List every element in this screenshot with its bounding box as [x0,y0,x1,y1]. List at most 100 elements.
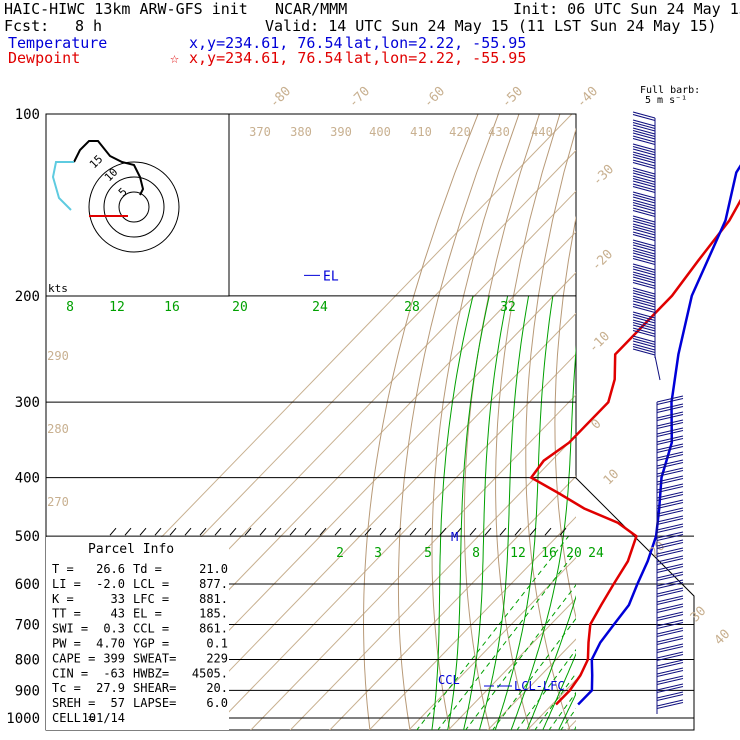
parcel-value: 185. [199,607,228,621]
wind-barb-flag [632,226,656,233]
hatch-mark [259,527,267,536]
parcel-value: 21.0 [199,562,228,576]
wind-barb-flag [632,135,656,143]
isotherm-line [368,516,576,730]
wind-barb-flag [632,119,656,127]
hodograph-trace-cyan [51,161,74,211]
hatch-mark [304,527,312,536]
mixing-ratio-label: 12 [109,300,125,315]
wind-barb-flag [656,582,684,589]
isotherm-line [329,475,576,730]
wind-barb-flag [656,659,684,667]
dry-adiabat-line [554,215,576,620]
wind-barb-flag [632,282,656,289]
wind-barb-flag [656,430,684,437]
hatch-mark [469,527,477,536]
parcel-label: EL = [133,607,162,621]
pressure-tick-label: 800 [15,652,40,668]
wind-barb-flag [656,571,684,579]
hatch-mark [454,527,462,536]
mixing-ratio-label: 20 [566,546,582,561]
hatch-mark [319,527,327,536]
parcel-value: 4505. [192,666,228,680]
hatch-mark [334,527,342,536]
hatch-mark [544,527,552,536]
parcel-info-title: Parcel Info [88,542,174,557]
parcel-label: PW = [52,637,81,651]
hatch-mark [124,527,132,536]
wind-barb-flag [632,290,656,297]
wind-barb-flag [632,327,656,335]
wind-barb-flag [656,534,684,541]
parcel-value: -63 [103,666,125,680]
parcel-value: 229 [206,651,228,665]
wind-barbs [632,111,684,714]
isotherm-line [250,394,576,730]
parcel-label: TT = [52,607,81,621]
mixing-ratio-label: 8 [66,300,74,315]
wind-barb-flag [656,574,684,581]
pressure-tick-label: 900 [15,683,40,699]
hodograph-ring [103,176,165,238]
wind-barb-flag [656,531,684,539]
theta-label: 430 [488,125,510,139]
wind-barb-flag [656,667,684,675]
wind-barb-flag [632,183,656,191]
wind-barb-flag [632,186,656,193]
m-marker-label: M [451,530,458,544]
hatch-mark [439,527,447,536]
barb-key-line2: 5 m s⁻¹ [645,95,688,106]
wind-barb-flag [656,542,684,549]
wind-barb-flag [632,258,656,265]
dry-adiabat-line [463,114,540,730]
hatch-mark [139,527,147,536]
hatch-mark [214,527,222,536]
parcel-value: 101/14 [82,711,125,725]
wind-barb-flag [632,127,656,135]
wind-barb-flag [632,159,656,167]
hodograph-trace [73,140,145,196]
mixing-ratio-label: 32 [500,300,516,315]
wind-barb-flag [656,398,684,405]
wind-barb-flag [632,348,656,356]
wind-barb-flag [632,218,656,225]
mixing-ratio-line [437,550,576,730]
wind-barb-flag [656,406,684,413]
wind-barb-flag [632,300,656,308]
hodograph-ring [88,161,180,253]
wind-barb-flag [632,154,656,161]
ccl-label: CCL [438,673,460,687]
pressure-tick-label: 400 [15,471,40,487]
temperature-latlon: 2.22, -55.95 [418,34,527,52]
wind-barb-flag [632,228,656,236]
parcel-label: SREH = [52,696,95,710]
isotherm-line [487,638,576,730]
wind-barb-flag [632,295,656,303]
isotherm-label: -60 [421,84,448,111]
wind-barb-flag [632,202,656,209]
wind-barb-flag [656,475,684,483]
wind-barb-flag [656,451,684,459]
wind-barb-flag [656,502,684,509]
wind-barb-flag [656,539,684,547]
parcel-value: 57 [111,696,125,710]
hodograph-frame [45,113,230,297]
wind-barb-flag [632,292,656,300]
parcel-label: Tc = [52,681,81,695]
isotherm-label: -40 [574,84,601,111]
parcel-label: YGP = [133,637,169,651]
wind-barb-flag [656,483,684,491]
wind-barb-flag [632,215,656,223]
isotherm-label: -50 [499,84,526,111]
wind-barb-flag [632,335,656,343]
wind-barb-flag [632,130,656,137]
moist-adiabat-line [590,296,740,731]
wind-barb-flag [632,271,656,279]
dewpoint-marker-icon: ☆ [170,49,180,67]
wind-barb-flag [656,459,684,467]
isotherm-line [210,353,576,730]
mixing-ratio-line [516,648,576,730]
wind-barb-flag [632,191,656,199]
isotherm-label: -70 [346,84,373,111]
wind-barb-flag [656,395,684,403]
